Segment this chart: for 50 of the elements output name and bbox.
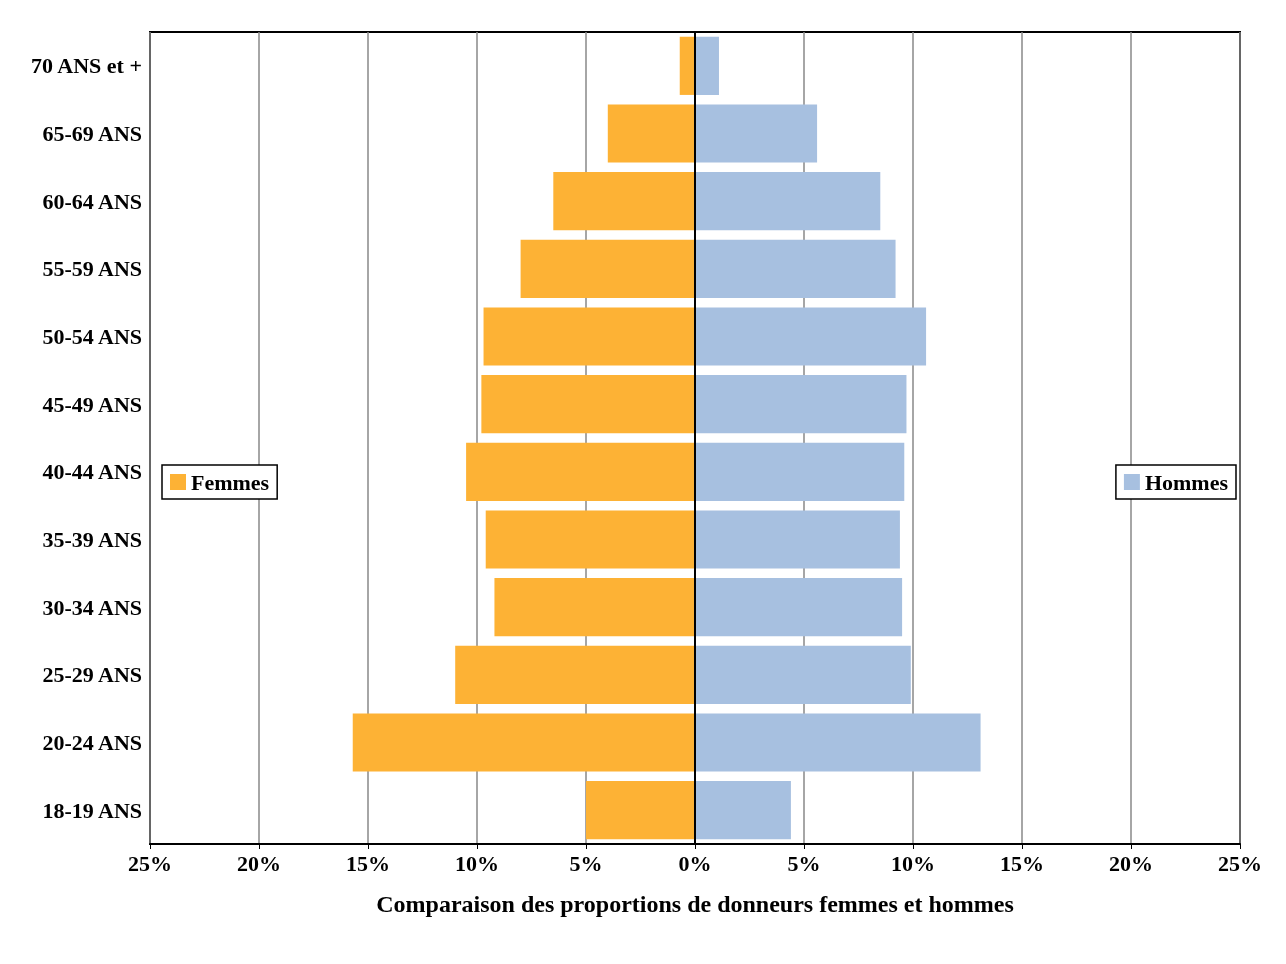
bar [679, 36, 695, 95]
bar [695, 172, 881, 231]
x-tick-label: 25% [128, 850, 172, 876]
x-axis-title: Comparaison des proportions de donneurs femmes et hommes [376, 891, 1014, 917]
bar [485, 510, 695, 569]
bar [553, 172, 695, 231]
y-tick-label: 50-54 ANS [42, 324, 142, 349]
bar [695, 781, 791, 840]
y-tick-label: 60-64 ANS [42, 188, 142, 214]
bar [695, 375, 907, 434]
x-tick-label: 15% [1000, 850, 1044, 876]
x-tick-label: 10% [891, 850, 935, 876]
x-tick-label: 15% [346, 850, 390, 876]
y-tick-label: 35-39 ANS [42, 527, 142, 552]
bar [695, 239, 896, 298]
y-tick-label: 40-44 ANS [42, 459, 142, 485]
bar [695, 36, 719, 95]
bar [695, 307, 927, 366]
bar [466, 442, 695, 501]
bar [695, 645, 911, 704]
x-tick-label: 20% [1109, 850, 1153, 876]
bar [695, 510, 900, 569]
x-tick-label: 10% [455, 850, 499, 876]
bar [607, 104, 695, 163]
legend-label: Hommes [1144, 469, 1229, 495]
x-tick-label: 5% [787, 850, 821, 876]
bar [695, 578, 903, 637]
y-tick-label: 18-19 ANS [42, 797, 142, 823]
bar [695, 442, 905, 501]
bar [520, 239, 695, 298]
bar [483, 307, 695, 366]
bar [586, 781, 695, 840]
y-tick-label: 65-69 ANS [42, 121, 142, 146]
y-tick-label: 45-49 ANS [42, 391, 142, 417]
y-tick-label: 20-24 ANS [42, 730, 142, 755]
bar [352, 713, 695, 772]
y-tick-label: 30-34 ANS [42, 594, 142, 620]
y-tick-label: 70 ANS et + [31, 53, 142, 79]
x-tick-label: 25% [1218, 850, 1262, 876]
y-tick-label: 55-59 ANS [42, 256, 142, 282]
x-tick-label: 0% [678, 850, 712, 876]
bar [455, 645, 695, 704]
bar [695, 104, 818, 163]
y-tick-label: 25-29 ANS [42, 662, 142, 688]
x-tick-label: 5% [569, 850, 603, 876]
legend-label: Femmes [191, 469, 270, 495]
bar [494, 578, 695, 637]
bar [695, 713, 981, 772]
x-tick-label: 20% [237, 850, 281, 876]
bar [481, 375, 695, 434]
